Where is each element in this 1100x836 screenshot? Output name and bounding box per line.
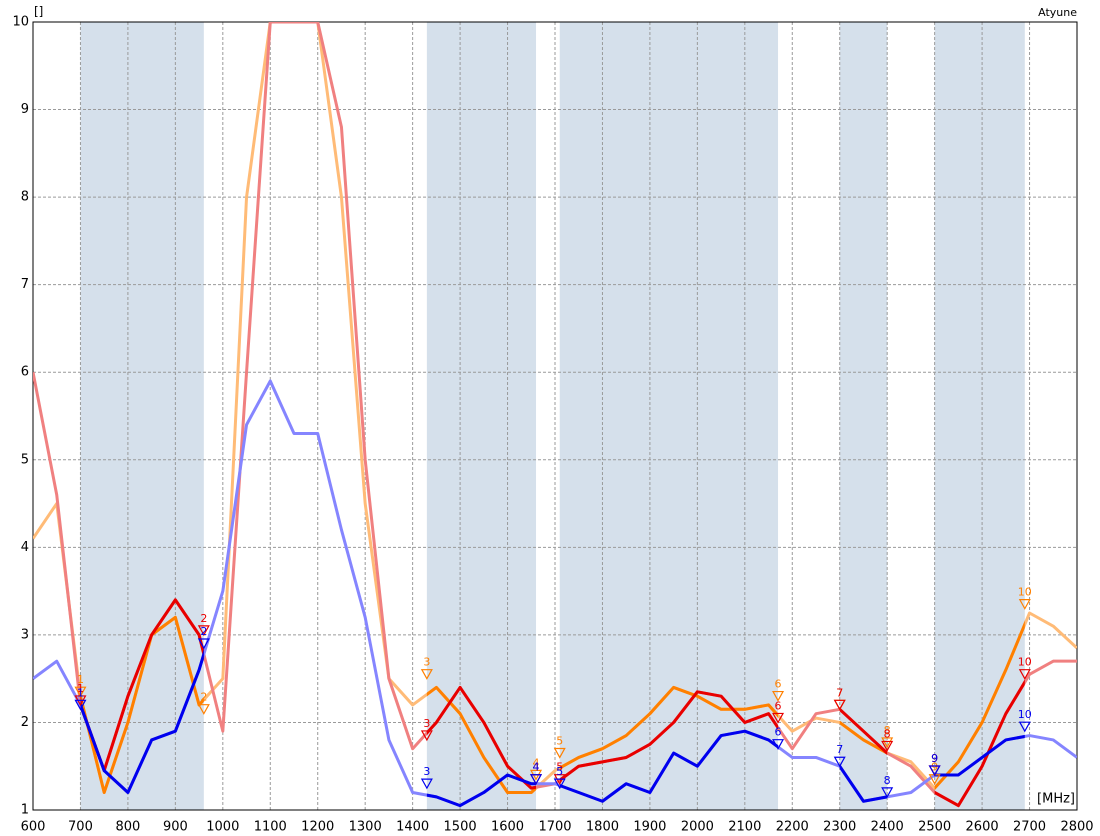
marker	[833, 699, 846, 711]
marker-label: 7	[836, 686, 843, 699]
marker	[881, 737, 894, 749]
x-tick-label: 1800	[586, 820, 619, 835]
marker-label: 9	[931, 752, 938, 765]
x-tick-label: 2400	[871, 820, 904, 835]
x-tick-label: 2000	[681, 820, 714, 835]
band	[839, 22, 888, 810]
marker	[74, 699, 87, 711]
marker	[420, 669, 433, 680]
marker	[420, 730, 433, 742]
band	[80, 22, 204, 810]
x-tick-label: 2100	[728, 820, 761, 835]
y-tick-label: 2	[21, 715, 29, 730]
marker-label: 8	[884, 727, 891, 740]
marker	[74, 686, 87, 698]
x-tick-label: 1400	[396, 820, 429, 835]
y-tick-label: 10	[12, 15, 29, 30]
band	[559, 22, 779, 810]
marker-label: 4	[533, 761, 540, 774]
marker	[772, 712, 785, 724]
marker-label: 8	[884, 774, 891, 787]
x-tick-label: 2600	[966, 820, 999, 835]
marker	[197, 625, 210, 637]
marker-label: 3	[423, 656, 430, 669]
x-axis-label: [MHz]	[1037, 792, 1075, 807]
marker-label: 2	[200, 625, 207, 638]
marker	[197, 704, 210, 715]
marker-label: 4	[533, 761, 540, 774]
marker-label: 2	[200, 612, 207, 625]
marker-label: 1	[77, 686, 84, 699]
x-tick-label: 700	[68, 820, 93, 835]
marker-label: 3	[423, 765, 430, 778]
series-line-light	[33, 22, 1077, 794]
marker-label: 4	[533, 756, 540, 769]
marker	[881, 740, 894, 752]
x-tick-label: 2800	[1060, 820, 1093, 835]
marker	[553, 778, 566, 790]
marker-label: 2	[200, 691, 207, 704]
x-tick-label: 1600	[491, 820, 524, 835]
marker	[928, 765, 941, 777]
plot-frame	[32, 21, 1078, 811]
x-tick-label: 1000	[206, 820, 239, 835]
light-lines	[33, 22, 1077, 808]
x-tick-label: 1100	[254, 820, 287, 835]
marker	[881, 787, 894, 799]
marker-label: 6	[775, 726, 782, 739]
marker-label: 1	[77, 682, 84, 695]
marker	[1018, 599, 1031, 610]
marker-label: 8	[884, 724, 891, 737]
marker-label: 10	[1018, 708, 1032, 721]
x-tick-label: 1900	[633, 820, 666, 835]
marker-label: 5	[556, 761, 563, 774]
marker	[529, 774, 543, 785]
y-tick-label: 9	[21, 102, 29, 117]
x-tick-label: 2200	[776, 820, 809, 835]
marker-label: 10	[1018, 586, 1032, 599]
band	[934, 22, 1025, 810]
y-tick-label: 3	[21, 627, 29, 642]
y-tick-label: 5	[21, 452, 29, 467]
marker	[1018, 721, 1031, 733]
marker-label: 3	[423, 717, 430, 730]
x-tick-label: 2500	[918, 820, 951, 835]
y-tick-label: 8	[21, 190, 29, 205]
marker	[420, 778, 433, 790]
y-tick-label: 1	[21, 803, 29, 818]
y-axis-label: []	[34, 5, 43, 19]
marker	[553, 747, 566, 759]
x-tick-label: 1700	[538, 820, 571, 835]
marker	[772, 739, 785, 750]
marker-label: 5	[556, 765, 563, 778]
marker-label: 6	[775, 699, 782, 712]
chart-title: Atyune	[1038, 6, 1077, 19]
x-tick-label: 2300	[823, 820, 856, 835]
marker-label: 7	[836, 686, 843, 699]
marker	[1018, 669, 1031, 680]
marker	[197, 638, 210, 650]
x-tick-label: 1500	[444, 820, 477, 835]
marker-label: 5	[556, 734, 563, 747]
x-tick-label: 800	[115, 820, 140, 835]
marker	[833, 756, 846, 768]
series-line-light	[33, 379, 1077, 808]
band	[426, 22, 537, 810]
marker-label: 9	[931, 752, 938, 765]
x-tick-label: 900	[163, 820, 188, 835]
x-tick-label: 1300	[349, 820, 382, 835]
marker-label: 10	[1018, 656, 1032, 669]
marker-label: 6	[775, 678, 782, 691]
marker-label: 1	[77, 673, 84, 686]
x-tick-label: 600	[21, 820, 46, 835]
x-tick-label: 1200	[301, 820, 334, 835]
x-tick-label: 2700	[1013, 820, 1046, 835]
marker-label: 9	[931, 761, 938, 774]
y-tick-label: 6	[21, 365, 29, 380]
y-tick-label: 7	[21, 277, 29, 292]
marker-label: 7	[836, 743, 843, 756]
y-tick-label: 4	[21, 540, 29, 555]
marker	[772, 690, 785, 702]
